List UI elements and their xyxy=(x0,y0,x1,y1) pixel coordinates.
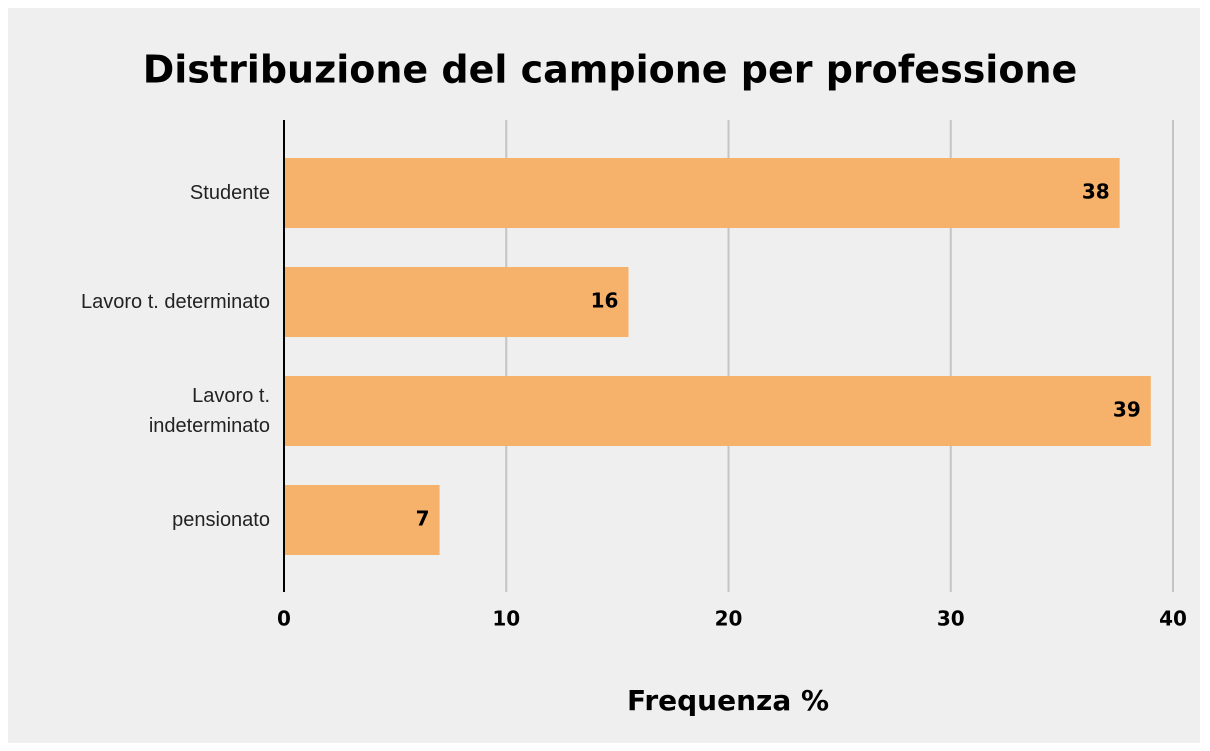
x-tick-label: 0 xyxy=(277,607,291,631)
chart-background xyxy=(8,8,1200,743)
y-tick-label: Lavoro t. determinato xyxy=(81,291,270,313)
y-tick-label: Studente xyxy=(189,182,270,204)
data-label: 38 xyxy=(1082,180,1110,204)
bar xyxy=(284,485,440,555)
x-tick-label: 20 xyxy=(715,607,743,631)
y-tick-label: Lavoro t. indeterminato xyxy=(148,385,270,437)
x-axis-title: Frequenza % xyxy=(627,684,829,717)
data-label: 39 xyxy=(1113,398,1141,422)
chart-title: Distribuzione del campione per professio… xyxy=(143,48,1078,92)
x-tick-label: 30 xyxy=(937,607,965,631)
bar xyxy=(284,376,1151,446)
x-tick-label: 10 xyxy=(492,607,520,631)
bar xyxy=(284,267,629,337)
data-label: 7 xyxy=(416,507,430,531)
data-label: 16 xyxy=(591,289,619,313)
y-tick-label: pensionato xyxy=(172,509,270,531)
x-tick-label: 40 xyxy=(1159,607,1187,631)
bar xyxy=(284,158,1120,228)
